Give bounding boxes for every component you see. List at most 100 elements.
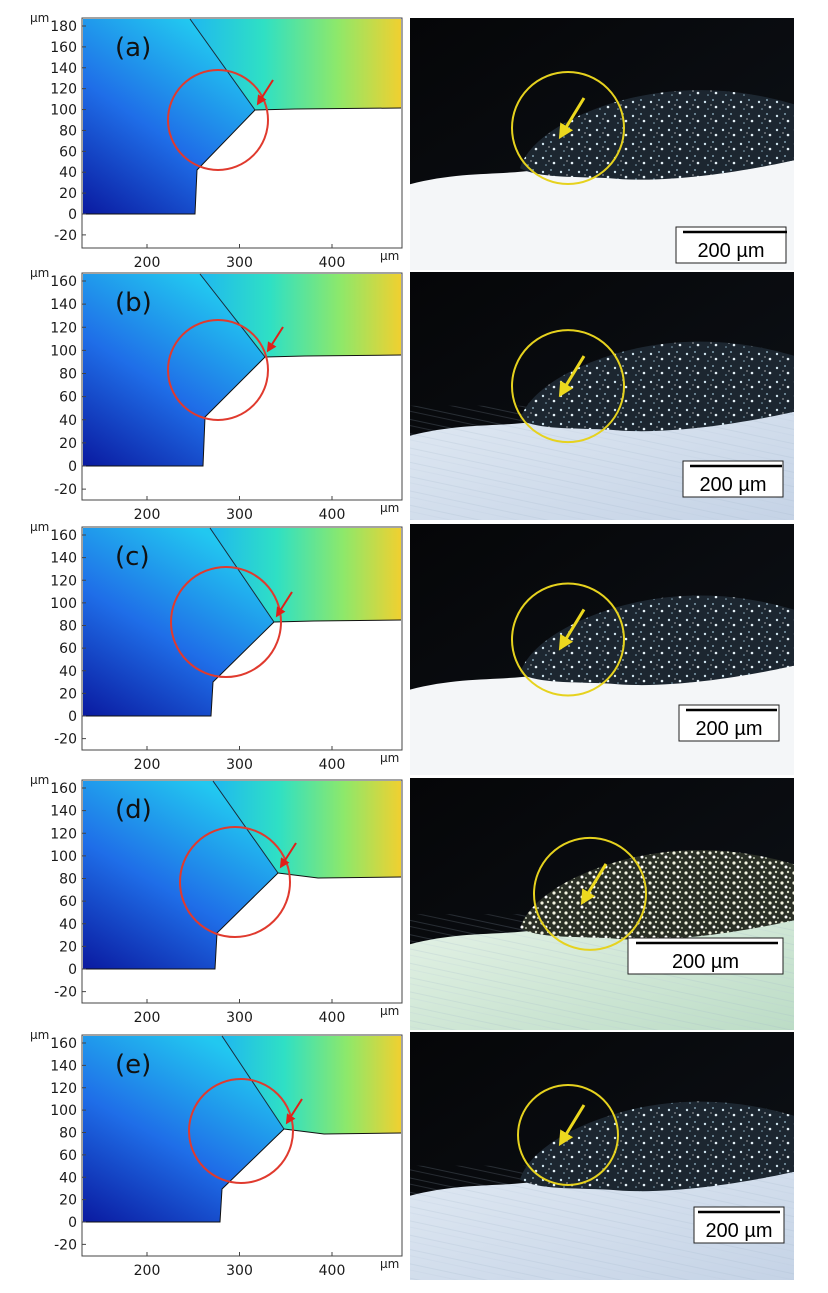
scale-bar-label: 200 µm <box>699 474 766 496</box>
y-tick-label: 160 <box>50 1036 77 1052</box>
y-tick-label: 140 <box>50 61 77 77</box>
y-tick-label: 60 <box>59 144 77 160</box>
x-tick-label: 300 <box>226 507 253 523</box>
y-unit-label: µm <box>30 11 49 25</box>
shear-plane-line <box>221 1035 285 1130</box>
chip-edge <box>277 872 402 879</box>
y-unit-label: µm <box>30 1028 49 1042</box>
y-unit-label: µm <box>30 266 49 280</box>
chip-edge <box>264 354 402 358</box>
chip-region <box>222 1036 401 1134</box>
workpiece-edge <box>83 1128 285 1223</box>
chip-edge <box>273 619 402 623</box>
x-tick-label: 200 <box>134 1010 161 1026</box>
scale-bar-label: 200 µm <box>672 951 739 973</box>
panel-label: (e) <box>115 1050 151 1080</box>
chip-region <box>190 19 401 110</box>
y-tick-label: 100 <box>50 103 77 119</box>
x-tick-label: 200 <box>134 1263 161 1279</box>
workpiece-edge <box>83 872 279 970</box>
workpiece-edge <box>83 109 256 215</box>
y-tick-label: 40 <box>59 1170 77 1186</box>
y-tick-label: 140 <box>50 297 77 313</box>
x-unit-label: µm <box>380 751 399 765</box>
red-arrow-icon <box>279 842 297 869</box>
shear-plane-line <box>199 273 266 358</box>
y-tick-label: 60 <box>59 894 77 910</box>
y-tick-label: 20 <box>59 436 77 452</box>
y-tick-label: 60 <box>59 1148 77 1164</box>
highlight-circle-photo <box>533 836 647 951</box>
y-tick-label: -20 <box>54 732 77 748</box>
red-arrow-icon <box>285 1098 303 1125</box>
y-tick-label: 80 <box>59 872 77 888</box>
yellow-arrow-icon <box>558 608 586 651</box>
y-tick-label: 160 <box>50 40 77 56</box>
yellow-arrow-icon <box>580 863 608 906</box>
highlight-circle-photo <box>517 1084 619 1186</box>
y-tick-label: 120 <box>50 320 77 336</box>
micrograph: 200 µm <box>410 1032 794 1280</box>
scale-bar-label: 200 µm <box>697 240 764 262</box>
y-tick-label: 140 <box>50 551 77 567</box>
highlight-circle-photo <box>511 71 625 185</box>
y-tick-label: 40 <box>59 413 77 429</box>
y-tick-label: 140 <box>50 1058 77 1074</box>
y-tick-label: 80 <box>59 367 77 383</box>
chip-region <box>210 528 401 622</box>
y-tick-label: 160 <box>50 274 77 290</box>
red-arrow-icon <box>256 79 274 106</box>
y-unit-label: µm <box>30 773 49 787</box>
y-tick-label: 80 <box>59 123 77 139</box>
chip-edge <box>254 107 402 111</box>
y-tick-label: 60 <box>59 641 77 657</box>
panel-label: (b) <box>115 288 152 318</box>
x-tick-label: 400 <box>319 255 346 271</box>
x-unit-label: µm <box>380 1004 399 1018</box>
highlight-circle-photo <box>511 582 625 697</box>
x-tick-label: 400 <box>319 1010 346 1026</box>
y-tick-label: 100 <box>50 343 77 359</box>
y-tick-label: 160 <box>50 781 77 797</box>
y-tick-label: -20 <box>54 228 77 244</box>
x-unit-label: µm <box>380 1257 399 1271</box>
y-tick-label: 0 <box>68 1215 77 1231</box>
red-arrow-icon <box>275 591 293 618</box>
x-tick-label: 400 <box>319 507 346 523</box>
y-tick-label: -20 <box>54 482 77 498</box>
x-tick-label: 200 <box>134 507 161 523</box>
y-tick-label: 20 <box>59 686 77 702</box>
y-tick-label: -20 <box>54 985 77 1001</box>
y-tick-label: 100 <box>50 849 77 865</box>
yellow-arrow-icon <box>558 97 586 140</box>
y-tick-label: 0 <box>68 207 77 223</box>
shear-plane-line <box>209 527 275 623</box>
scale-bar-label: 200 µm <box>705 1220 772 1242</box>
chip-deposit <box>520 595 794 686</box>
x-tick-label: 200 <box>134 255 161 271</box>
y-tick-label: 0 <box>68 962 77 978</box>
y-tick-label: 160 <box>50 528 77 544</box>
highlight-circle-sim <box>188 1078 294 1184</box>
y-tick-label: 120 <box>50 82 77 98</box>
panel-label: (c) <box>115 542 150 572</box>
x-unit-label: µm <box>380 249 399 263</box>
x-tick-label: 300 <box>226 1010 253 1026</box>
chip-edge <box>283 1128 402 1135</box>
y-tick-label: 0 <box>68 459 77 475</box>
metal-surface <box>410 662 794 775</box>
x-tick-label: 200 <box>134 757 161 773</box>
x-tick-label: 400 <box>319 757 346 773</box>
micrograph: 200 µm <box>410 272 794 520</box>
workpiece-region <box>83 1036 284 1222</box>
y-tick-label: 40 <box>59 917 77 933</box>
y-tick-label: 80 <box>59 619 77 635</box>
highlight-circle-photo <box>511 329 625 444</box>
micrograph: 200 µm <box>410 18 794 270</box>
y-tick-label: 140 <box>50 804 77 820</box>
y-tick-label: 40 <box>59 165 77 181</box>
